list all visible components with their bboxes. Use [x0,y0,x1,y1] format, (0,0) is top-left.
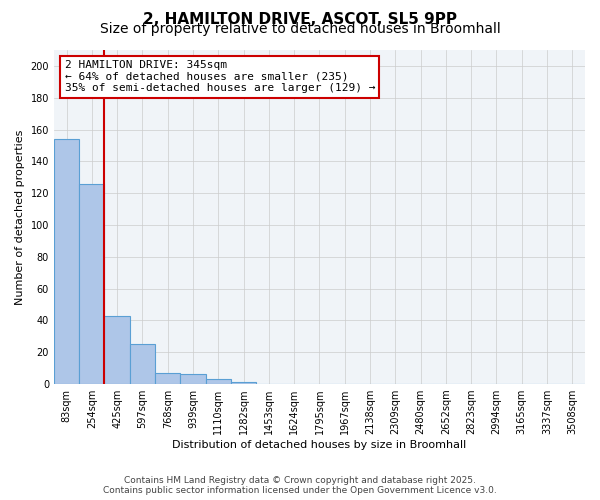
Bar [104,316,130,384]
Text: 2 HAMILTON DRIVE: 345sqm
← 64% of detached houses are smaller (235)
35% of semi-: 2 HAMILTON DRIVE: 345sqm ← 64% of detach… [65,60,375,93]
Text: Contains HM Land Registry data © Crown copyright and database right 2025.
Contai: Contains HM Land Registry data © Crown c… [103,476,497,495]
Bar [155,373,181,384]
Y-axis label: Number of detached properties: Number of detached properties [15,130,25,304]
Bar [54,139,79,384]
Bar [79,184,104,384]
X-axis label: Distribution of detached houses by size in Broomhall: Distribution of detached houses by size … [172,440,467,450]
Bar [231,382,256,384]
Text: Size of property relative to detached houses in Broomhall: Size of property relative to detached ho… [100,22,500,36]
Text: 2, HAMILTON DRIVE, ASCOT, SL5 9PP: 2, HAMILTON DRIVE, ASCOT, SL5 9PP [143,12,457,28]
Bar [181,374,206,384]
Bar [206,379,231,384]
Bar [130,344,155,384]
